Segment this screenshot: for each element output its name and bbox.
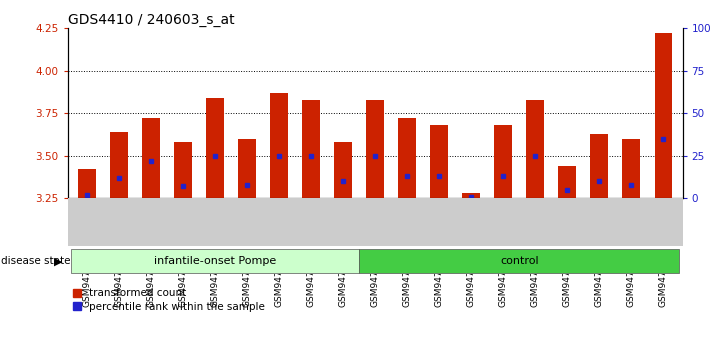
Bar [366,100,384,198]
Bar [655,33,672,198]
Bar [206,98,224,198]
Text: ▶: ▶ [54,256,63,266]
Text: infantile-onset Pompe: infantile-onset Pompe [154,256,276,266]
Bar [558,166,576,198]
Bar [623,139,640,198]
Bar [462,193,480,198]
Bar [71,249,359,273]
Bar [142,118,160,198]
Bar [494,125,512,198]
Bar [238,139,256,198]
Text: control: control [500,256,538,266]
Bar [398,118,416,198]
Bar [590,134,608,198]
Bar [174,142,192,198]
Bar [430,125,448,198]
Bar [302,100,320,198]
Bar [78,169,95,198]
Bar [110,132,127,198]
Text: disease state: disease state [1,256,70,266]
Bar [334,142,352,198]
Text: GDS4410 / 240603_s_at: GDS4410 / 240603_s_at [68,13,234,27]
Legend: transformed count, percentile rank within the sample: transformed count, percentile rank withi… [73,289,265,312]
Bar [526,100,544,198]
Bar [359,249,679,273]
Bar [270,93,288,198]
